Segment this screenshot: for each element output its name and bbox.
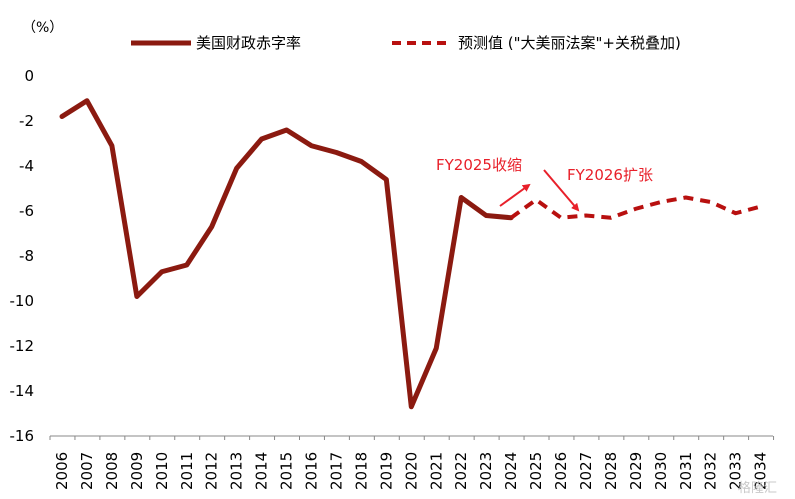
y-tick-label: -14 (10, 382, 35, 400)
x-tick-label: 2020 (402, 452, 420, 490)
series-layer (59, 98, 762, 410)
legend: 美国财政赤字率 预测值 ("大美丽法案"+关税叠加) (131, 34, 681, 52)
x-tick-label: 2011 (178, 452, 196, 490)
y-tick-label: -8 (19, 247, 34, 265)
forecast-series-line (509, 195, 762, 220)
x-tick-label: 2034 (752, 452, 770, 490)
y-unit-label: （%） (22, 20, 63, 36)
x-tick-label: 2008 (103, 452, 121, 490)
x-tick-label: 2025 (527, 452, 545, 490)
x-tick-label: 2016 (303, 452, 321, 490)
x-tick-label: 2033 (727, 452, 745, 490)
actual-series-line (59, 98, 514, 410)
x-tick-label: 2029 (627, 452, 645, 490)
legend-label-forecast: 预测值 ("大美丽法案"+关税叠加) (458, 34, 681, 52)
x-tick-label: 2012 (203, 452, 221, 490)
x-tick-label: 2026 (552, 452, 570, 490)
x-tick-label: 2018 (352, 452, 370, 490)
annotations: FY2025收缩 FY2026扩张 (436, 156, 653, 212)
x-tick-label: 2021 (427, 452, 445, 490)
x-axis: 2006 2007 2008 2009 2010 2011 2012 2013 2014 2015… (49, 435, 775, 490)
x-tick-label: 2017 (327, 452, 345, 490)
y-tick-label: -2 (19, 112, 34, 130)
y-tick-label: 0 (24, 67, 34, 85)
x-tick-label: 2006 (53, 452, 71, 490)
x-tick-label: 2013 (228, 452, 246, 490)
legend-label-actual: 美国财政赤字率 (196, 34, 301, 52)
x-tick-label: 2031 (677, 452, 695, 490)
x-tick-label: 2014 (253, 452, 271, 490)
y-tick-label: -10 (10, 292, 35, 310)
x-tick-label: 2030 (652, 452, 670, 490)
annotation-fy2026-arrow (543, 169, 580, 212)
x-tick-label: 2009 (128, 452, 146, 490)
x-tick-label: 2023 (477, 452, 495, 490)
y-tick-label: -16 (10, 427, 35, 445)
x-tick-label: 2028 (602, 452, 620, 490)
y-axis-ticks: 0 -2 -4 -6 -8 -10 -12 -14 -16 (10, 67, 35, 445)
x-tick-label: 2019 (377, 452, 395, 490)
x-tick-label: 2010 (153, 452, 171, 490)
x-tick-label: 2024 (502, 452, 520, 490)
x-tick-label: 2022 (452, 452, 470, 490)
annotation-fy2026-label: FY2026扩张 (567, 166, 653, 184)
x-tick-label: 2015 (278, 452, 296, 490)
x-tick-label: 2007 (78, 452, 96, 490)
y-tick-label: -6 (19, 202, 34, 220)
annotation-fy2025-arrow (499, 183, 531, 207)
annotation-fy2025-label: FY2025收缩 (436, 156, 522, 174)
y-tick-label: -4 (19, 157, 34, 175)
watermark: 格隆汇 (738, 480, 777, 496)
x-tick-label: 2027 (577, 452, 595, 490)
y-tick-label: -12 (10, 337, 35, 355)
x-tick-label: 2032 (702, 452, 720, 490)
